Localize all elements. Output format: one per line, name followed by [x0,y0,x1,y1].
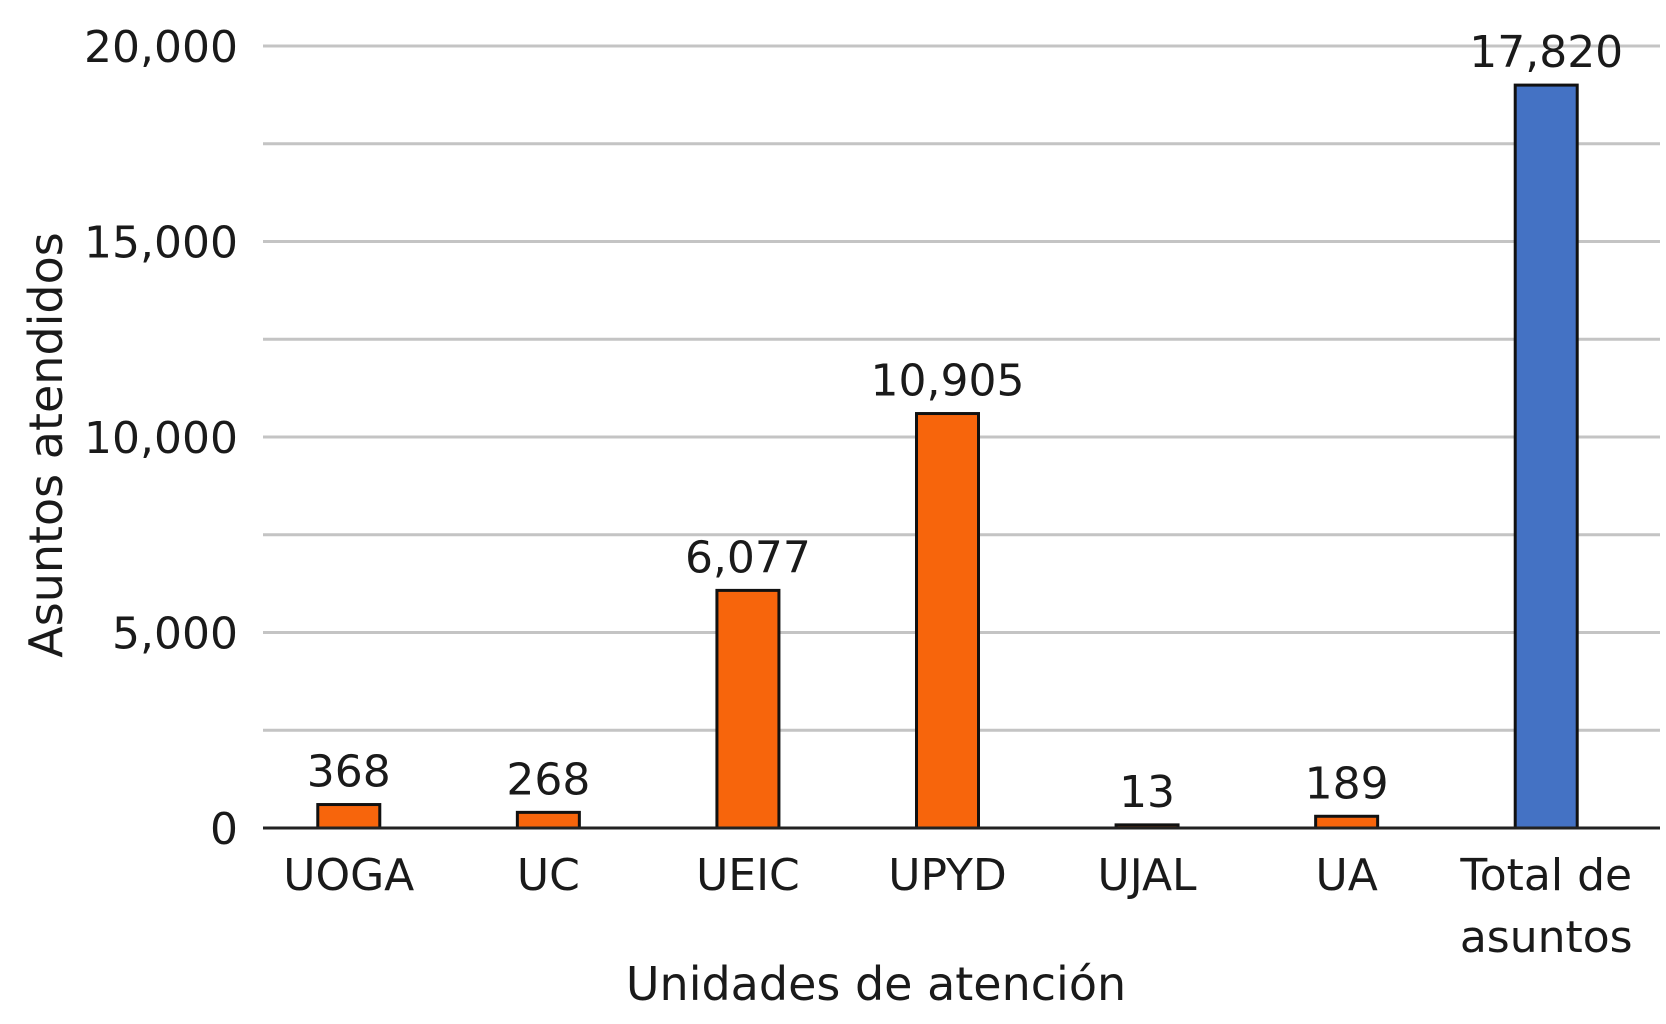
bar [715,588,781,830]
category-label-line: UEIC [696,850,800,901]
bar [515,810,581,830]
x-axis-title: Unidades de atención [626,957,1126,1011]
y-tick-label: 0 [210,804,238,855]
bar [316,803,382,830]
y-axis-title: Asuntos atendidos [19,232,73,657]
category-label-line: UJAL [1098,850,1198,901]
y-tick-label: 5,000 [112,609,238,660]
data-label: 189 [1305,758,1389,809]
category-label: UC [517,850,580,901]
bar [1314,814,1380,830]
category-label: UPYD [888,850,1007,901]
y-tick-label: 10,000 [84,413,238,464]
data-label: 368 [307,747,391,798]
category-label-line: asuntos [1460,912,1633,963]
category-label: UOGA [283,850,414,901]
category-label-line: UC [517,850,580,901]
y-axis-ticks: 0 5,000 10,000 15,000 20,000 [84,22,238,855]
y-tick-label: 15,000 [84,218,238,269]
data-label: 6,077 [685,532,811,583]
y-tick-label: 20,000 [84,22,238,73]
category-label: UJAL [1098,850,1198,901]
bar [1513,83,1579,830]
data-label: 13 [1119,767,1175,818]
bars [316,83,1579,830]
category-label-line: UOGA [283,850,414,901]
category-label: Total de asuntos [1459,850,1632,963]
category-label: UA [1315,850,1377,901]
data-label: 268 [506,754,590,805]
category-label: UEIC [696,850,800,901]
bar [915,412,980,830]
category-label-line: UA [1315,850,1377,901]
data-labels: 368 268 6,077 10,905 13 189 17,820 [307,27,1623,818]
x-axis-categories: UOGA UC UEIC UPYD UJAL UA Total de asuntos [283,850,1632,963]
data-label: 17,820 [1469,27,1623,78]
category-label-line: UPYD [888,850,1007,901]
category-label-line: Total de [1459,850,1632,901]
data-label: 10,905 [871,356,1025,407]
